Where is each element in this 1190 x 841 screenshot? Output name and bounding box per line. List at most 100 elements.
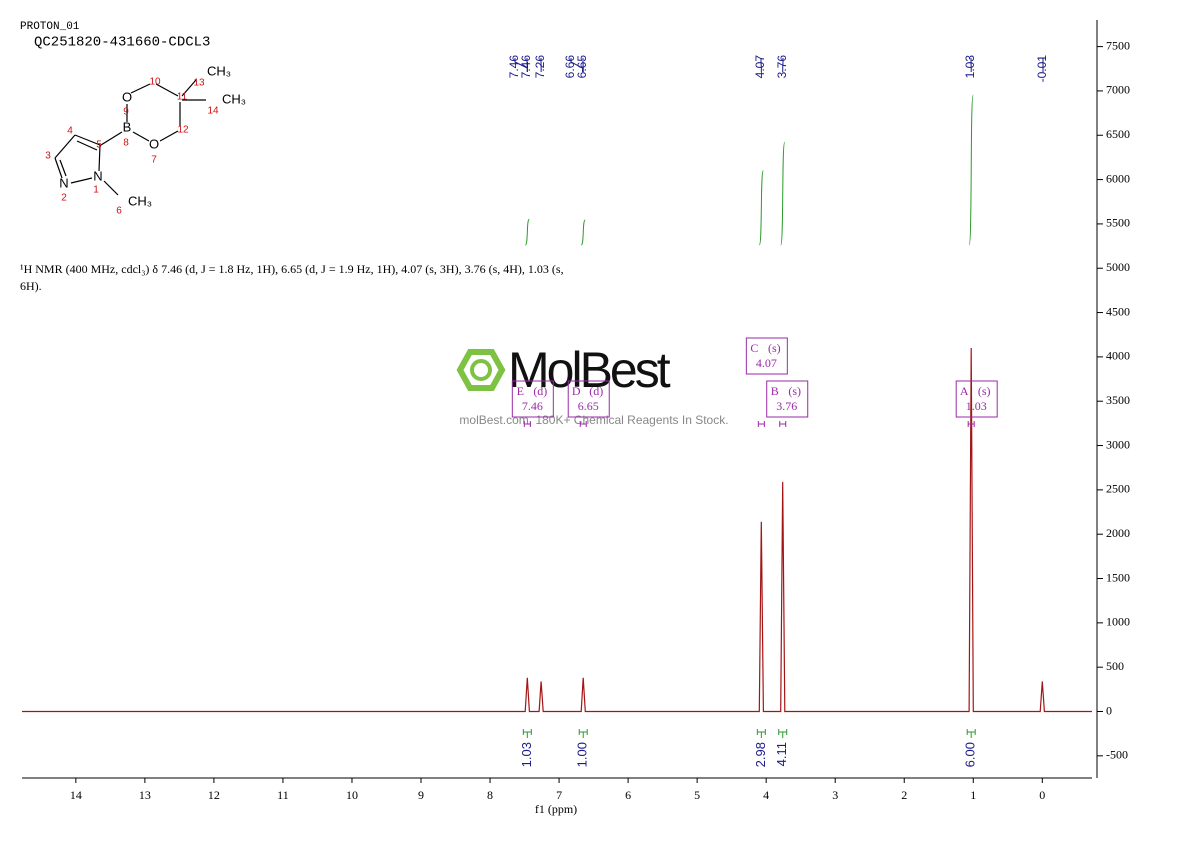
multiplet-shift: 3.76 bbox=[776, 399, 797, 413]
y-tick-label: 7000 bbox=[1106, 83, 1130, 97]
multiplet-box bbox=[955, 380, 998, 418]
atom-label: O bbox=[122, 89, 132, 104]
x-tick-label: 11 bbox=[277, 788, 289, 802]
y-tick-label: 2000 bbox=[1106, 526, 1130, 540]
y-tick-label: 5500 bbox=[1106, 216, 1130, 230]
peak-pick-label: 3.76 bbox=[775, 55, 789, 79]
multiplet-type: (s) bbox=[788, 384, 801, 398]
x-tick-label: 3 bbox=[832, 788, 838, 802]
y-tick-label: 7500 bbox=[1106, 38, 1130, 52]
atom-number: 6 bbox=[116, 206, 122, 217]
atom-number: 14 bbox=[207, 106, 219, 117]
multiplet-bracket bbox=[757, 421, 765, 427]
x-tick-label: 14 bbox=[70, 788, 82, 802]
integral-curve bbox=[580, 219, 586, 246]
atom-number: 5 bbox=[96, 140, 102, 151]
multiplet-shift: 7.46 bbox=[522, 399, 543, 413]
y-tick-label: 0 bbox=[1106, 703, 1112, 717]
multiplet-bracket bbox=[967, 421, 975, 427]
peak-pick-label: -0.01 bbox=[1035, 55, 1049, 83]
integral-bracket bbox=[966, 729, 976, 738]
x-tick-label: 2 bbox=[901, 788, 907, 802]
integral-bracket bbox=[756, 729, 766, 738]
y-tick-label: 5000 bbox=[1106, 260, 1130, 274]
x-tick-label: 7 bbox=[556, 788, 562, 802]
integral-label: 1.00 bbox=[575, 742, 590, 767]
y-tick-label: 500 bbox=[1106, 659, 1124, 673]
multiplet-box bbox=[766, 380, 809, 418]
atom-number: 2 bbox=[61, 193, 67, 204]
atom-number: 11 bbox=[177, 92, 188, 103]
y-tick-label: 1000 bbox=[1106, 615, 1130, 629]
multiplet-bracket bbox=[579, 421, 587, 427]
x-tick-label: 9 bbox=[418, 788, 424, 802]
atom-number: 8 bbox=[123, 138, 129, 149]
multiplet-bracket bbox=[523, 421, 531, 427]
atom-number: 9 bbox=[123, 107, 129, 118]
x-axis-label: f1 (ppm) bbox=[535, 802, 577, 816]
atom-number: 7 bbox=[151, 155, 157, 166]
watermark-tagline: molBest.com, 180K+ Chemical Reagents In … bbox=[459, 413, 728, 427]
y-tick-label: 4000 bbox=[1106, 349, 1130, 363]
peak-pick-line bbox=[570, 58, 584, 72]
multiplet-name: B bbox=[771, 384, 779, 398]
integral-label: 1.03 bbox=[519, 742, 534, 767]
y-tick-label: 4500 bbox=[1106, 304, 1130, 318]
integral-bracket bbox=[578, 729, 588, 738]
y-tick-label: 2500 bbox=[1106, 482, 1130, 496]
y-tick-label: 3500 bbox=[1106, 393, 1130, 407]
multiplet-type: (d) bbox=[533, 384, 547, 398]
peak-pick-label: 6.66 bbox=[563, 55, 577, 79]
spectrum-line bbox=[22, 347, 1092, 713]
y-tick-label: 1500 bbox=[1106, 570, 1130, 584]
atom-number: 1 bbox=[93, 185, 99, 196]
y-tick-label: 6500 bbox=[1106, 127, 1130, 141]
integral-label: 4.11 bbox=[774, 742, 789, 766]
peak-pick-label: 7.46 bbox=[507, 55, 521, 79]
integral-bracket bbox=[522, 729, 532, 738]
peak-pick-label: 7.46 bbox=[519, 55, 533, 79]
atom-number: 12 bbox=[177, 125, 189, 136]
integral-bracket bbox=[778, 729, 788, 738]
integral-label: 2.98 bbox=[753, 742, 768, 767]
y-tick-label: 6000 bbox=[1106, 171, 1130, 185]
x-tick-label: 5 bbox=[694, 788, 700, 802]
x-tick-label: 13 bbox=[139, 788, 151, 802]
atom-label: N bbox=[59, 175, 68, 190]
multiplet-name: E bbox=[517, 384, 524, 398]
peak-pick-label: 4.07 bbox=[753, 55, 767, 79]
peak-pick-label: 6.65 bbox=[575, 55, 589, 79]
x-tick-label: 10 bbox=[346, 788, 358, 802]
integral-curve bbox=[780, 141, 786, 246]
multiplet-bracket bbox=[779, 421, 787, 427]
integral-curve bbox=[968, 94, 974, 246]
peak-pick-label: 7.26 bbox=[533, 55, 547, 79]
x-tick-label: 4 bbox=[763, 788, 769, 802]
multiplet-type: (s) bbox=[978, 384, 991, 398]
multiplet-name: A bbox=[960, 384, 969, 398]
integral-curve bbox=[524, 218, 530, 246]
atom-label: CH₃ bbox=[222, 91, 246, 106]
multiplet-type: (s) bbox=[768, 341, 781, 355]
atom-number: 3 bbox=[45, 151, 51, 162]
y-tick-label: 3000 bbox=[1106, 437, 1130, 451]
multiplet-type: (d) bbox=[589, 384, 603, 398]
atom-label: CH₃ bbox=[207, 63, 231, 78]
atom-label: B bbox=[123, 119, 132, 134]
multiplet-shift: 6.65 bbox=[578, 399, 599, 413]
integral-curve bbox=[758, 170, 764, 246]
x-tick-label: 6 bbox=[625, 788, 631, 802]
multiplet-box bbox=[567, 380, 610, 418]
x-tick-label: 8 bbox=[487, 788, 493, 802]
atom-label: CH₃ bbox=[128, 193, 152, 208]
multiplet-name: D bbox=[572, 384, 581, 398]
atom-number: 13 bbox=[193, 78, 205, 89]
atom-label: O bbox=[149, 136, 159, 151]
x-tick-label: 1 bbox=[970, 788, 976, 802]
multiplet-shift: 4.07 bbox=[756, 356, 777, 370]
integral-label: 6.00 bbox=[963, 742, 978, 767]
multiplet-box bbox=[745, 337, 788, 375]
y-tick-label: -500 bbox=[1106, 748, 1128, 762]
